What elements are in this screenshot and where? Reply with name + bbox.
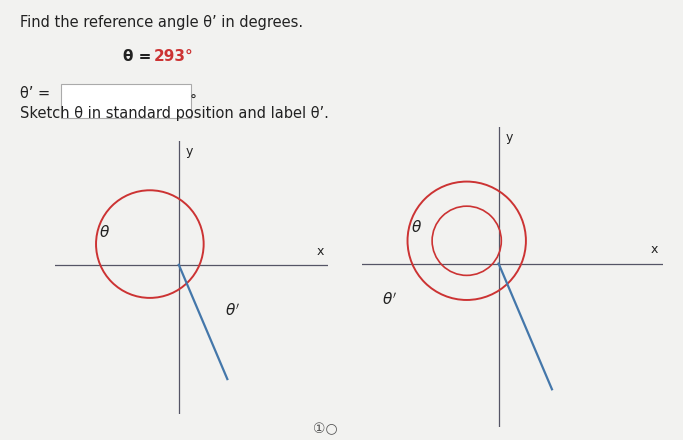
FancyBboxPatch shape [61, 84, 191, 117]
Text: ①○: ①○ [313, 422, 337, 436]
Text: °: ° [190, 94, 197, 108]
Text: y: y [506, 132, 513, 144]
Text: x: x [651, 243, 658, 256]
Text: x: x [316, 245, 324, 258]
Text: $\theta$: $\theta$ [99, 224, 110, 240]
Text: $\theta'$: $\theta'$ [382, 292, 397, 308]
Text: Sketch θ in standard position and label θ’.: Sketch θ in standard position and label … [20, 106, 329, 121]
Text: θ’ =: θ’ = [20, 86, 51, 101]
Text: 293°: 293° [154, 49, 193, 64]
Text: $\theta'$: $\theta'$ [225, 302, 240, 319]
Text: y: y [186, 145, 193, 158]
Text: $\theta$: $\theta$ [411, 219, 422, 235]
Text: Find the reference angle θ’ in degrees.: Find the reference angle θ’ in degrees. [20, 15, 304, 30]
Text: θ =: θ = [123, 49, 156, 64]
